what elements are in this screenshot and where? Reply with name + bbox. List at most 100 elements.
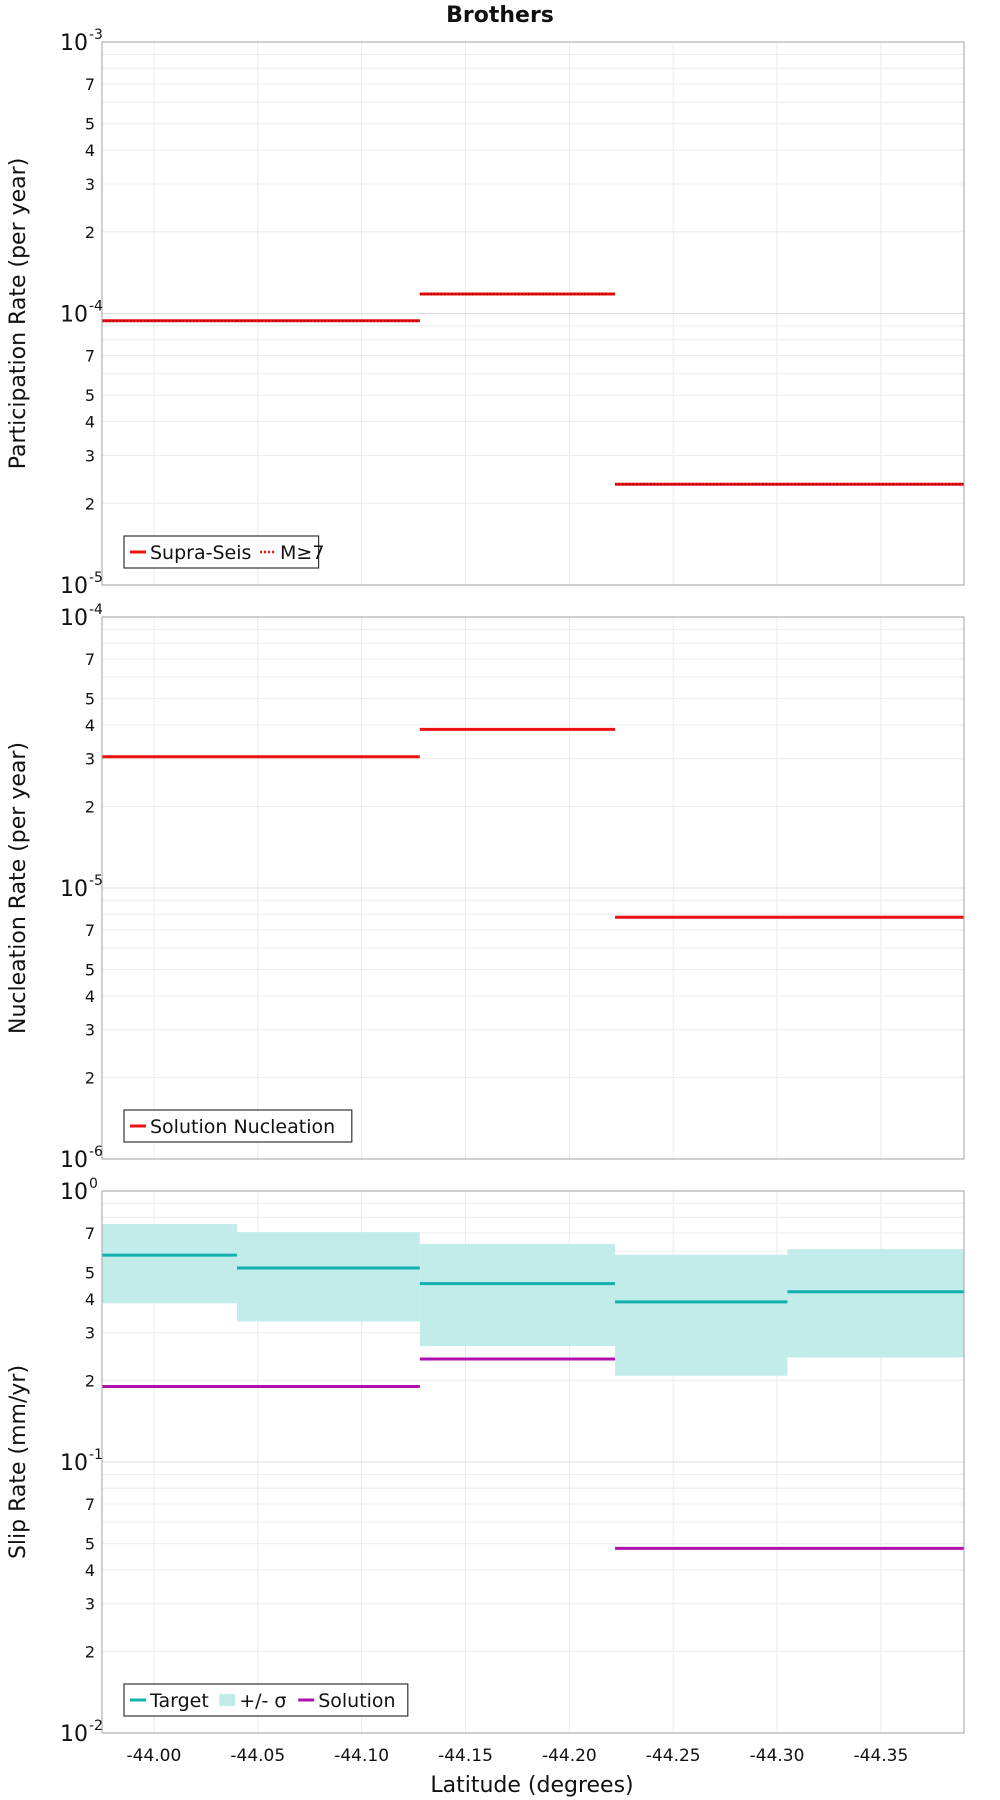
legend-label: +/- σ (239, 1690, 286, 1712)
y-tick-label: 10 (60, 31, 88, 56)
y-tick-base: 10 (60, 1722, 88, 1747)
y-tick-label: 10 (60, 877, 88, 902)
grid (102, 617, 964, 1159)
y-tick-label: 3 (85, 1021, 95, 1040)
y-tick-base: 10 (60, 1451, 88, 1476)
legend: Solution Nucleation (123, 1109, 353, 1143)
y-tick-label: 4 (85, 987, 95, 1006)
y-tick-label: 10 (60, 1180, 88, 1205)
y-tick-exponent: -4 (89, 602, 103, 618)
y-tick-label: 4 (85, 413, 95, 432)
series-Solution (102, 1357, 964, 1550)
legend-item: M≥7 (260, 542, 324, 564)
y-tick-base: 10 (60, 31, 88, 56)
band-segment (237, 1232, 420, 1322)
x-tick-label: -44.00 (127, 1746, 182, 1766)
y-tick-exponent: 0 (89, 1176, 98, 1192)
y-tick-label: 5 (85, 690, 95, 709)
plot-frame (101, 616, 965, 1160)
legend-item: Target (130, 1690, 209, 1712)
y-tick-label: 10 (60, 606, 88, 631)
series-Target (102, 1253, 964, 1304)
legend-label: Target (149, 1690, 209, 1712)
y-tick-label: 2 (85, 494, 95, 513)
x-tick-label: -44.10 (334, 1746, 389, 1766)
x-tick-label: -44.20 (542, 1746, 597, 1766)
legend-label: M≥7 (280, 542, 324, 564)
x-tick-label: -44.15 (438, 1746, 493, 1766)
y-tick-label: 3 (85, 1595, 95, 1614)
x-axis-label: Latitude (degrees) (430, 1773, 633, 1798)
x-tick-labels: -44.00 -44.05 -44.10 -44.15 -44.20 -44.25 -44.… (127, 1746, 909, 1766)
y-tick-exponent: -5 (89, 570, 103, 586)
y-tick-label: 3 (85, 175, 95, 194)
x-tick-label: -44.05 (230, 1746, 285, 1766)
y-tick-exponent: -2 (89, 1718, 103, 1734)
y-tick-label: 2 (85, 223, 95, 242)
y-tick-base: 10 (60, 1180, 88, 1205)
y-axis-label: Nucleation Rate (per year) (6, 742, 31, 1034)
y-tick-label: 5 (85, 1535, 95, 1554)
grid (102, 42, 964, 585)
plot-frame (101, 1190, 965, 1734)
y-tick-label: 3 (85, 750, 95, 769)
x-tick-label: -44.30 (750, 1746, 805, 1766)
y-tick-label: 10 (60, 1722, 88, 1747)
y-tick-exponent: -3 (89, 27, 103, 43)
x-tick-label: -44.25 (646, 1746, 701, 1766)
y-tick-exponent: -6 (89, 1144, 103, 1160)
legend-label: Solution (318, 1690, 395, 1712)
y-tick-label: 10 (60, 1148, 88, 1173)
y-tick-label: 7 (85, 650, 95, 669)
y-tick-label: 5 (85, 386, 95, 405)
legend-box (123, 535, 320, 569)
y-tick-label: 10 (60, 303, 88, 328)
legend: Supra-Seis M≥7 (123, 535, 324, 569)
y-tick-label: 4 (85, 716, 95, 735)
y-tick-label: 4 (85, 1561, 95, 1580)
legend-item: Supra-Seis (130, 542, 251, 564)
x-tick-label: -44.35 (854, 1746, 909, 1766)
y-tick-exponent: -1 (89, 1447, 103, 1463)
y-tick-base: 10 (60, 606, 88, 631)
series-Solution Nucleation (102, 727, 964, 919)
y-tick-label: 5 (85, 1264, 95, 1283)
band-segment (419, 1243, 616, 1346)
legend-swatch (219, 1694, 236, 1706)
y-tick-exponent: -5 (89, 873, 103, 889)
y-tick-label: 10 (60, 1451, 88, 1476)
legend-item: +/- σ (219, 1690, 286, 1712)
y-tick-label: 7 (85, 921, 95, 940)
y-tick-label: 7 (85, 1495, 95, 1514)
y-tick-base: 10 (60, 877, 88, 902)
y-tick-label: 7 (85, 1224, 95, 1243)
y-tick-label: 2 (85, 797, 95, 816)
y-tick-label: 4 (85, 141, 95, 160)
y-tick-exponent: -4 (89, 299, 103, 315)
band-segment (102, 1224, 238, 1304)
y-tick-base: 10 (60, 574, 88, 599)
band-segment (787, 1249, 964, 1358)
y-tick-base: 10 (60, 1148, 88, 1173)
legend-item: Solution Nucleation (130, 1116, 335, 1138)
series-M≥7 (102, 292, 964, 486)
y-tick-label: 2 (85, 1642, 95, 1661)
y-tick-label: 5 (85, 115, 95, 134)
legend: Target +/- σ Solution (123, 1683, 409, 1717)
y-tick-label: 2 (85, 1068, 95, 1087)
y-axis-label: Slip Rate (mm/yr) (6, 1365, 31, 1559)
legend-box (123, 1683, 409, 1717)
plot-frame (101, 41, 965, 586)
legend-box (123, 1109, 353, 1143)
y-tick-label: 4 (85, 1290, 95, 1309)
chart-title: Brothers (446, 3, 554, 28)
y-tick-label: 2 (85, 1371, 95, 1390)
